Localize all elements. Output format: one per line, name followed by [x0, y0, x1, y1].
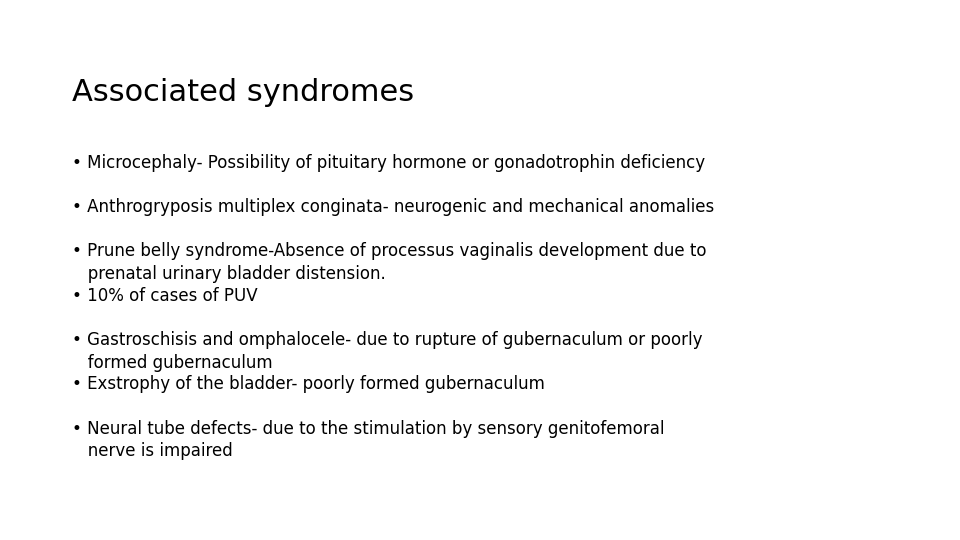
Text: • Exstrophy of the bladder- poorly formed gubernaculum: • Exstrophy of the bladder- poorly forme…: [72, 375, 545, 393]
Text: • Microcephaly- Possibility of pituitary hormone or gonadotrophin deficiency: • Microcephaly- Possibility of pituitary…: [72, 154, 706, 172]
Text: Associated syndromes: Associated syndromes: [72, 78, 414, 107]
Text: • Gastroschisis and omphalocele- due to rupture of gubernaculum or poorly
   for: • Gastroschisis and omphalocele- due to …: [72, 331, 703, 372]
Text: • Neural tube defects- due to the stimulation by sensory genitofemoral
   nerve : • Neural tube defects- due to the stimul…: [72, 420, 664, 461]
Text: • Anthrogryposis multiplex conginata- neurogenic and mechanical anomalies: • Anthrogryposis multiplex conginata- ne…: [72, 198, 714, 216]
Text: • 10% of cases of PUV: • 10% of cases of PUV: [72, 287, 257, 305]
Text: • Prune belly syndrome-Absence of processus vaginalis development due to
   pren: • Prune belly syndrome-Absence of proces…: [72, 242, 707, 284]
